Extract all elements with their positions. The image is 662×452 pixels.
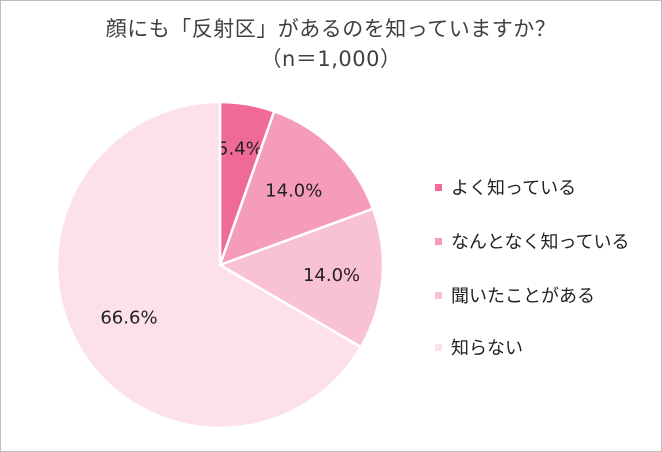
- legend-label-4: 知らない: [451, 338, 523, 359]
- pie-slice-2: [217, 109, 375, 268]
- legend-item-4: 知らない: [435, 334, 523, 360]
- legend-label-1: よく知っている: [451, 178, 577, 199]
- chart-title: 顔にも「反射区」があるのを知っていますか？: [105, 17, 557, 41]
- data-label-1: 5.4%: [217, 139, 263, 160]
- pie-slice-4: [55, 100, 363, 430]
- legend-item-3: 聞いたことがある: [435, 282, 595, 308]
- legend-swatch-4: [435, 343, 442, 351]
- data-label-3: 14.0%: [303, 265, 360, 286]
- legend-label-3: 聞いたことがある: [451, 286, 595, 307]
- chart-title-block: 顔にも「反射区」があるのを知っていますか？ （n＝1,000）: [0, 14, 662, 74]
- legend-swatch-1: [435, 183, 442, 191]
- legend-label-2: なんとなく知っている: [451, 232, 630, 253]
- legend-item-2: なんとなく知っている: [435, 228, 630, 254]
- legend-item-1: よく知っている: [435, 174, 576, 200]
- legend-swatch-2: [435, 237, 442, 245]
- chart-subtitle: （n＝1,000）: [260, 47, 402, 71]
- legend-swatch-3: [435, 291, 442, 299]
- data-label-4: 66.6%: [100, 307, 157, 328]
- pie-slice-3: [217, 207, 385, 349]
- data-label-2: 14.0%: [265, 180, 322, 201]
